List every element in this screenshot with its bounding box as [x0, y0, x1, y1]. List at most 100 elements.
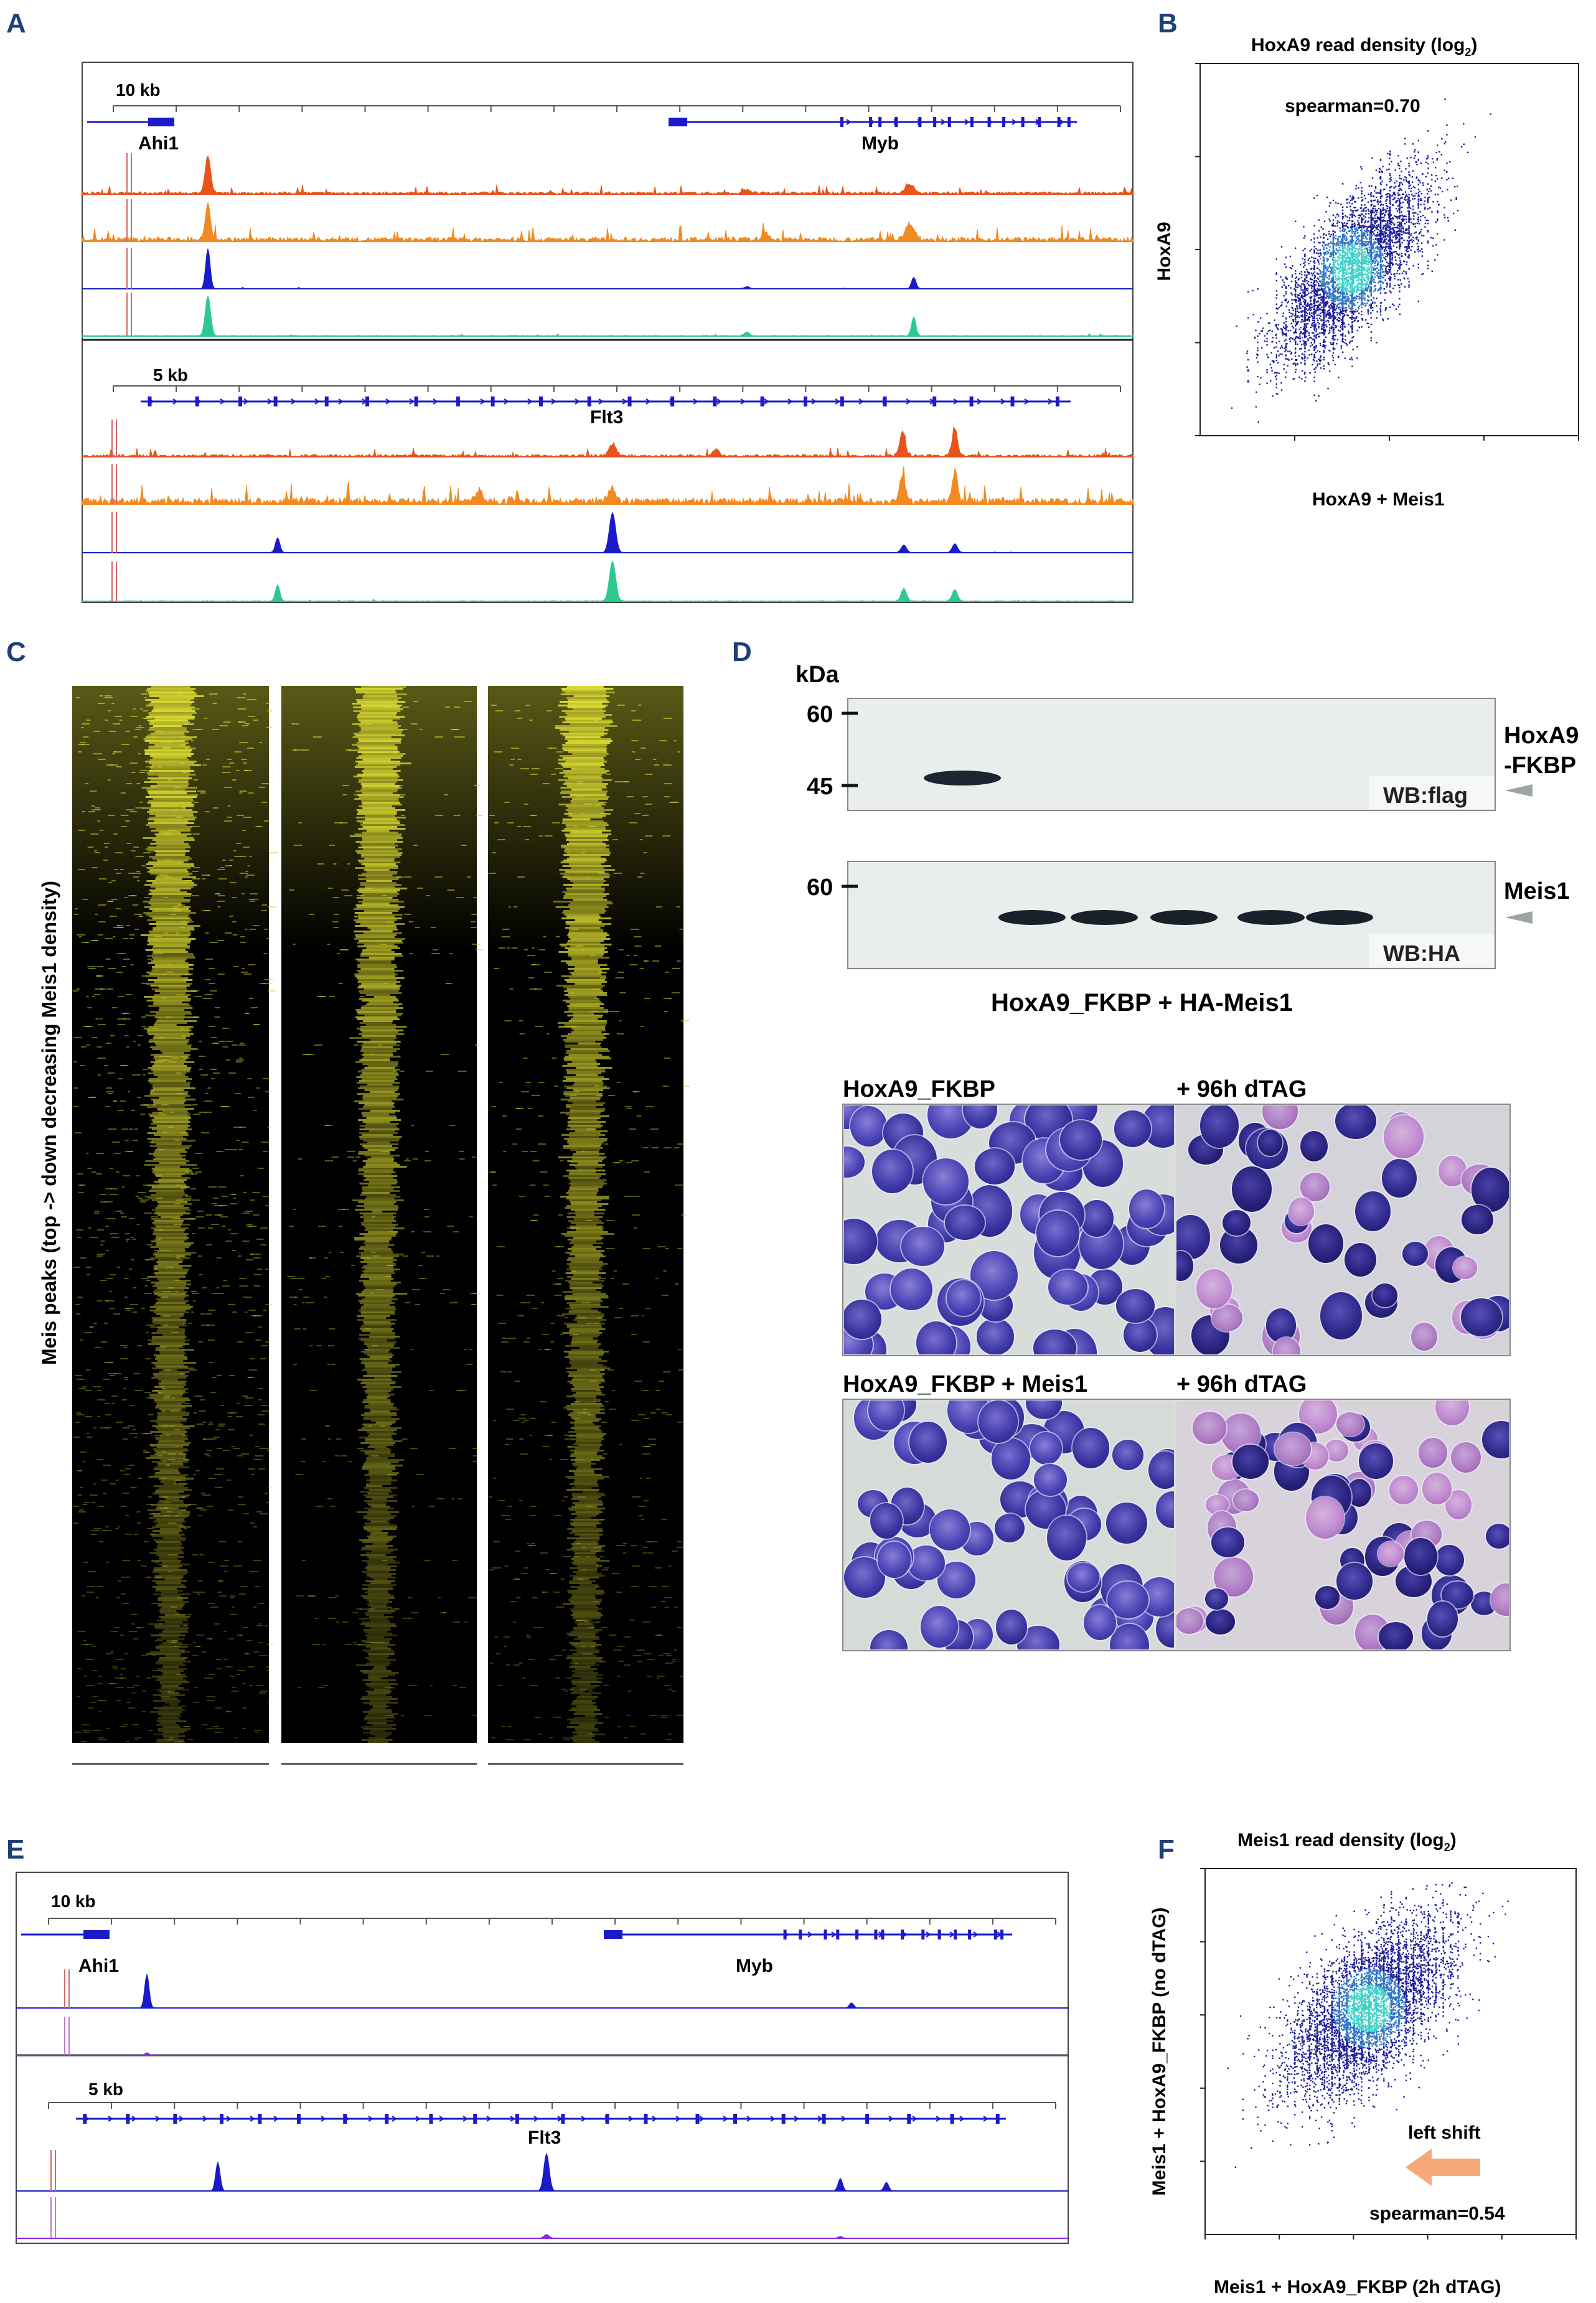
scatter-point	[1276, 372, 1278, 374]
scatter-point	[1366, 283, 1368, 284]
scatter-point	[1330, 281, 1332, 284]
scatter-point	[1351, 256, 1353, 259]
scatter-point	[1402, 218, 1404, 220]
scatter-point	[1338, 355, 1340, 357]
scatter-point	[1336, 242, 1338, 244]
scatter-point	[1364, 232, 1366, 235]
scatter-point	[1437, 210, 1439, 212]
scatter-point	[1333, 294, 1335, 296]
scatter-point	[1316, 294, 1318, 296]
scatter-point	[1307, 270, 1308, 273]
scatter-point	[1415, 177, 1417, 179]
scatter-point	[1438, 186, 1440, 188]
scatter-point	[1389, 186, 1392, 188]
scatter-point	[1300, 276, 1303, 279]
scatter-point	[1377, 238, 1379, 240]
scatter-point	[1382, 233, 1384, 235]
strand-arrow	[456, 398, 462, 405]
scatter-point	[1361, 246, 1363, 249]
scatter-point	[1390, 179, 1392, 181]
scatter-point	[1329, 293, 1331, 296]
scatter-point	[1326, 293, 1329, 296]
strand-arrow	[433, 398, 438, 405]
scatter-point	[1310, 299, 1312, 301]
scatter-point	[1327, 259, 1329, 261]
scatter-point	[1397, 284, 1399, 286]
scatter-point	[1370, 252, 1372, 254]
scatter-point	[1352, 214, 1354, 216]
scatter-point	[1361, 250, 1363, 252]
scatter-point	[1404, 143, 1406, 145]
scatter-point	[1386, 207, 1388, 210]
scatter-point	[1313, 303, 1315, 304]
scatter-point	[1326, 303, 1328, 305]
scatter-point	[1313, 317, 1315, 320]
scatter-point	[1285, 358, 1287, 360]
scatter-point	[1315, 337, 1318, 339]
scatter-point	[1302, 333, 1305, 335]
scatter-point	[1318, 270, 1321, 271]
scatter-point	[1427, 208, 1429, 210]
scatter-point	[1335, 202, 1337, 204]
scatter-point	[1391, 255, 1393, 257]
scatter-point	[1311, 312, 1313, 314]
scatter-point	[1328, 309, 1330, 311]
scatter-point	[1399, 212, 1401, 214]
scale-label: 5 kb	[153, 365, 188, 385]
scatter-point	[1291, 306, 1293, 309]
scatter-point	[1317, 288, 1318, 289]
scatter-point	[1333, 254, 1335, 256]
scatter-point	[1340, 311, 1342, 313]
scatter-point	[1397, 205, 1399, 207]
scatter-point	[1318, 359, 1321, 362]
gene-exon	[1010, 396, 1015, 406]
scatter-point	[1386, 253, 1388, 255]
scatter-point	[1381, 281, 1383, 283]
scatter-point	[1247, 370, 1249, 372]
scatter-point	[1338, 273, 1340, 274]
scatter-point	[1323, 284, 1325, 286]
scatter-point	[1379, 178, 1382, 180]
scatter-point	[1351, 294, 1353, 297]
scatter-point	[1335, 290, 1337, 292]
scatter-point	[1343, 293, 1346, 295]
scatter-point	[1419, 250, 1421, 252]
scatter-point	[1297, 364, 1298, 365]
scatter-point	[1351, 299, 1353, 302]
scatter-point	[1315, 331, 1317, 332]
scatter-point	[1350, 307, 1352, 309]
scatter-point	[1343, 246, 1345, 248]
scatter-point	[1370, 242, 1372, 243]
scatter-point	[1370, 267, 1372, 269]
scatter-point	[1355, 240, 1358, 242]
scatter-point	[1408, 247, 1410, 249]
scatter-point	[1304, 317, 1306, 320]
scatter-point	[1371, 262, 1373, 265]
scatter-point	[1396, 252, 1398, 255]
scatter-point	[1342, 287, 1344, 289]
scatter-point	[1382, 207, 1384, 209]
scatter-point	[1379, 259, 1382, 261]
scatter-point	[1395, 237, 1397, 239]
scatter-point	[1337, 215, 1340, 217]
scatter-point	[1390, 231, 1392, 233]
scatter-point	[1364, 220, 1367, 222]
scatter-point	[1373, 238, 1374, 241]
scatter-point	[1328, 296, 1330, 298]
scatter-point	[1339, 257, 1341, 259]
scatter-point	[1361, 287, 1363, 289]
scatter-point	[1340, 345, 1342, 347]
scatter-point	[1358, 305, 1361, 307]
scatter-point	[1352, 282, 1354, 284]
scatter-point	[1332, 288, 1335, 290]
scatter-point	[1346, 239, 1348, 241]
scatter-point	[1331, 337, 1333, 340]
scatter-point	[1361, 260, 1363, 263]
scatter-point	[1417, 139, 1419, 142]
scatter-point	[1432, 157, 1434, 160]
scatter-point	[1379, 247, 1382, 249]
scatter-point	[1318, 326, 1320, 327]
scatter-point	[1332, 352, 1335, 354]
scatter-point	[1395, 250, 1397, 253]
scatter-point	[1392, 218, 1394, 220]
